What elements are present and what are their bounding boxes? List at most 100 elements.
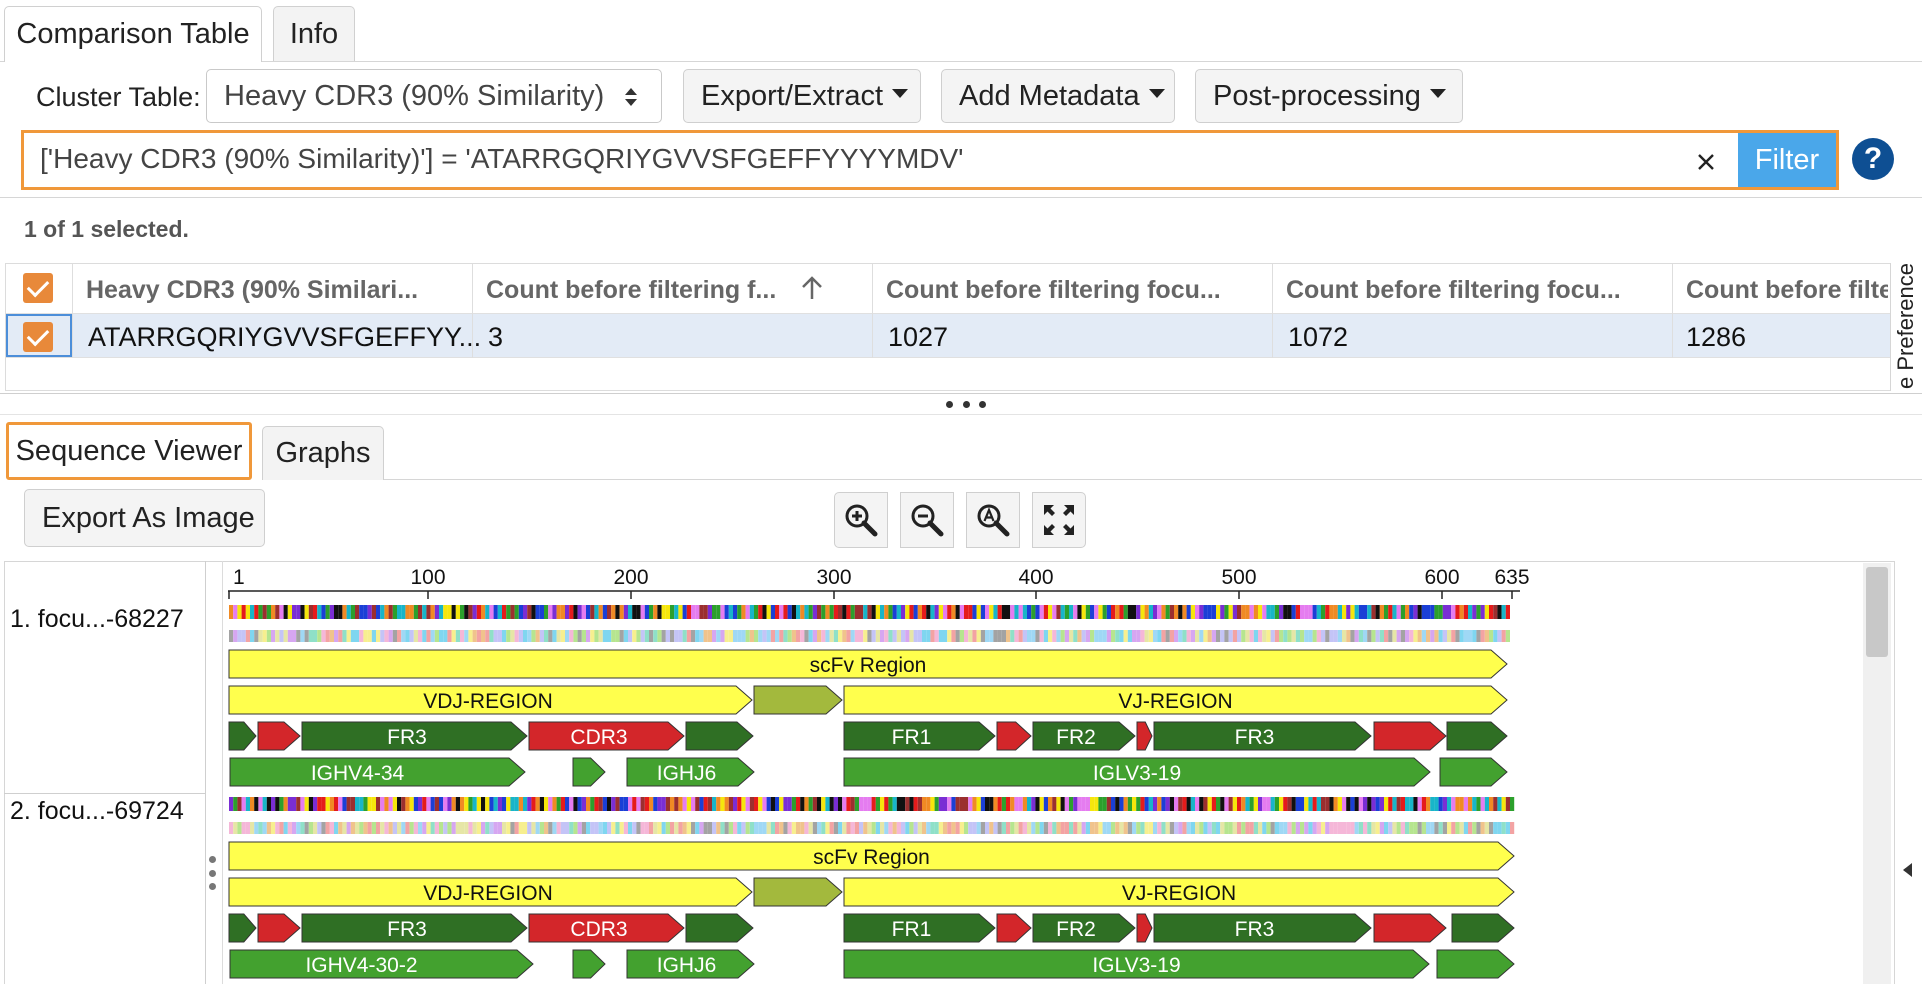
translation-track [233, 822, 238, 834]
sequence-label[interactable]: 1. focu...-68227 [10, 605, 184, 633]
translation-track [283, 630, 288, 642]
nucleotide-track [422, 605, 427, 619]
nucleotide-track [384, 797, 389, 811]
cluster-table-select[interactable]: Heavy CDR3 (90% Similarity) [206, 69, 662, 123]
vertical-scrollbar[interactable] [1863, 563, 1891, 984]
nucleotide-track [229, 797, 234, 811]
column-header-count-4[interactable]: Count before filte [1686, 276, 1888, 304]
nucleotide-track [922, 605, 927, 619]
translation-track [611, 822, 616, 834]
select-all-checkbox[interactable] [23, 273, 53, 303]
translation-track [699, 822, 704, 834]
row-checkbox[interactable] [23, 322, 53, 352]
tab-comparison-table[interactable]: Comparison Table [4, 6, 262, 62]
fr3-light-annotation [1153, 721, 1372, 751]
zoom-in-icon[interactable] [834, 492, 888, 548]
translation-track [1136, 630, 1141, 642]
translation-track [1094, 822, 1099, 834]
nucleotide-track [535, 605, 540, 619]
translation-track [1413, 822, 1418, 834]
export-as-image-button[interactable]: Export As Image [24, 489, 265, 547]
nucleotide-track [997, 797, 1002, 811]
nucleotide-track [577, 605, 582, 619]
nucleotide-track [409, 605, 414, 619]
column-header-count-1[interactable]: Count before filtering f... [486, 276, 777, 304]
export-extract-label: Export/Extract [701, 79, 884, 112]
translation-track [598, 822, 603, 834]
column-header-count-2[interactable]: Count before filtering focu... [886, 276, 1221, 304]
nucleotide-track [766, 605, 771, 619]
nucleotide-track [439, 797, 444, 811]
nucleotide-track [573, 797, 578, 811]
ruler-tick-label: 400 [1018, 566, 1053, 589]
nucleotide-track [1279, 797, 1284, 811]
translation-track [1451, 630, 1456, 642]
translation-track [707, 822, 712, 834]
translation-track [825, 822, 830, 834]
translation-track [1312, 630, 1317, 642]
nucleotide-track [237, 605, 242, 619]
translation-track [1115, 822, 1120, 834]
translation-track [754, 822, 759, 834]
nucleotide-track [422, 797, 427, 811]
translation-track [1018, 630, 1023, 642]
scrollbar-thumb[interactable] [1866, 567, 1888, 657]
filter-input[interactable]: ['Heavy CDR3 (90% Similarity)'] = 'ATARR… [40, 143, 964, 174]
panel-resize-handle-icon[interactable] [208, 856, 216, 890]
splitter-handle-icon[interactable] [946, 398, 986, 410]
translation-track [1178, 630, 1183, 642]
translation-track [245, 822, 250, 834]
question-circle-icon[interactable]: ? [1852, 138, 1894, 180]
translation-track [548, 630, 553, 642]
caret-left-icon[interactable] [1901, 862, 1913, 878]
sequence-label[interactable]: 2. focu...-69724 [10, 797, 184, 825]
scfv-region-annotation [228, 649, 1508, 679]
translation-track [1190, 630, 1195, 642]
fit-screen-icon[interactable] [1032, 492, 1086, 548]
nucleotide-track [241, 605, 246, 619]
right-collapsed-panel[interactable] [1894, 561, 1922, 984]
zoom-reset-icon[interactable] [966, 492, 1020, 548]
zoom-out-icon[interactable] [900, 492, 954, 548]
nucleotide-track [502, 605, 507, 619]
nucleotide-track [350, 605, 355, 619]
sort-ascending-icon[interactable] [800, 275, 824, 301]
nucleotide-track [397, 797, 402, 811]
translation-track [892, 630, 897, 642]
nucleotide-track [804, 605, 809, 619]
translation-track [850, 630, 855, 642]
preferences-side-panel[interactable]: e Preference [1890, 263, 1922, 391]
nucleotide-track [1451, 605, 1456, 619]
translation-track [464, 822, 469, 834]
table-row[interactable] [6, 314, 1890, 357]
translation-track [552, 822, 557, 834]
nucleotide-track [262, 797, 267, 811]
translation-track [1489, 822, 1494, 834]
column-header-heavy-cdr3[interactable]: Heavy CDR3 (90% Similari... [86, 276, 419, 304]
nucleotide-track [1119, 797, 1124, 811]
tab-graphs[interactable]: Graphs [262, 426, 384, 480]
nucleotide-track [1127, 605, 1132, 619]
nucleotide-track [762, 797, 767, 811]
nucleotide-track [775, 797, 780, 811]
nucleotide-track [951, 797, 956, 811]
translation-track [880, 630, 885, 642]
post-processing-button[interactable]: Post-processing [1195, 69, 1463, 123]
export-extract-button[interactable]: Export/Extract [683, 69, 921, 123]
filter-button[interactable]: Filter [1738, 133, 1836, 187]
tab-info[interactable]: Info [273, 6, 355, 62]
translation-track [514, 630, 519, 642]
tab-sequence-viewer[interactable]: Sequence Viewer [6, 422, 252, 480]
nucleotide-track [1190, 797, 1195, 811]
translation-track [451, 822, 456, 834]
iglj-annotation [1436, 949, 1515, 979]
nucleotide-track [355, 605, 360, 619]
nucleotide-track [325, 797, 330, 811]
nucleotide-track [712, 797, 717, 811]
translation-track [1157, 630, 1162, 642]
nucleotide-track [1262, 605, 1267, 619]
select-arrows-icon [625, 88, 637, 106]
clear-filter-icon[interactable] [1697, 153, 1715, 171]
column-header-count-3[interactable]: Count before filtering focu... [1286, 276, 1621, 304]
add-metadata-button[interactable]: Add Metadata [941, 69, 1175, 123]
